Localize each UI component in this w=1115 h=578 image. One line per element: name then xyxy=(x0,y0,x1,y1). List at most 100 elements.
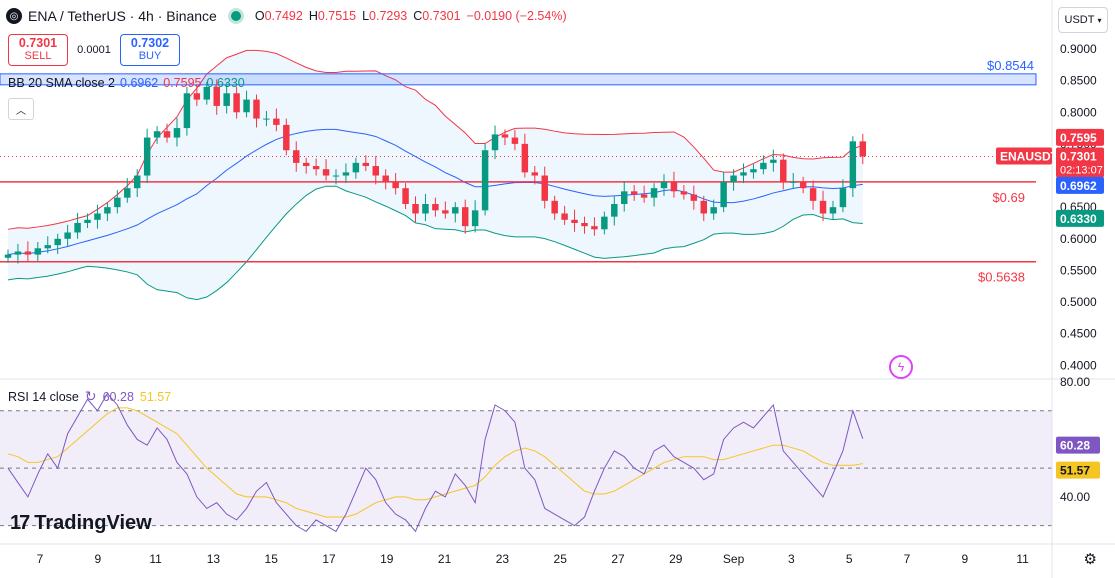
countdown-tag: 02:13:07 xyxy=(1060,165,1103,177)
ena-coin-icon: ◎ xyxy=(6,8,22,24)
candle-body xyxy=(54,238,61,246)
candle-body xyxy=(521,143,529,173)
ohlc-item: −0.0190 (−2.54%) xyxy=(466,9,567,23)
bb-upper-tag-bg xyxy=(1056,128,1104,146)
candle-body xyxy=(74,222,81,233)
y-tick-label: 0.4000 xyxy=(1060,358,1097,372)
candle-body xyxy=(710,207,717,214)
bb-label: BB 20 SMA close 2 xyxy=(8,76,116,90)
resistance-label: $0.8544 xyxy=(987,58,1034,73)
candle-body xyxy=(750,169,757,173)
candle-body xyxy=(422,204,429,214)
currency-label: USDT xyxy=(1064,14,1095,26)
y-tick-label: 0.4500 xyxy=(1060,327,1097,341)
x-tick-label: Sep xyxy=(723,552,745,566)
candle-body xyxy=(263,118,270,120)
bb-upper-tag: 0.7595 xyxy=(1060,131,1097,145)
candle-body xyxy=(611,204,618,217)
candle-body xyxy=(312,166,320,170)
currency-button[interactable]: USDT ▾ xyxy=(1058,7,1108,33)
candle-body xyxy=(442,210,449,214)
rsi-label: RSI 14 close xyxy=(8,389,79,404)
bb-basis-tag-bg xyxy=(1056,176,1104,194)
candle-body xyxy=(163,131,171,138)
ohlc-item: C0.7301 xyxy=(413,9,461,23)
candle-body xyxy=(432,204,439,211)
candle-body xyxy=(253,99,260,119)
candle-body xyxy=(809,188,817,201)
symbol-tag-bg xyxy=(996,147,1052,165)
candle-body xyxy=(84,219,91,223)
collapse-legend-button[interactable]: ︿ xyxy=(8,98,34,120)
ohlc-item: L0.7293 xyxy=(362,9,408,23)
candle-body xyxy=(481,150,489,211)
buy-button[interactable]: 0.7302 BUY xyxy=(120,34,180,66)
candle-body xyxy=(730,175,737,182)
sell-button[interactable]: 0.7301 SELL xyxy=(8,34,68,66)
candle-body xyxy=(849,141,857,189)
x-tick-label: 11 xyxy=(1016,552,1029,566)
candle-body xyxy=(124,188,131,198)
lightning-icon[interactable]: ϟ xyxy=(889,355,913,379)
bb-upper-line xyxy=(7,49,863,230)
x-tick-label: 13 xyxy=(207,552,221,566)
refresh-icon[interactable]: ↻ xyxy=(84,388,97,404)
rsi-ma-tag: 51.57 xyxy=(1060,464,1090,478)
x-tick-label: 25 xyxy=(554,552,568,566)
candle-body xyxy=(461,207,469,227)
candle-body xyxy=(561,213,568,220)
candle-body xyxy=(372,166,379,176)
rsi-y-tick-label: 40.00 xyxy=(1060,490,1090,504)
candle-body xyxy=(24,251,32,255)
gear-icon[interactable]: ⚙ xyxy=(1083,551,1097,568)
trade-panel: 0.7301 SELL 0.0001 0.7302 BUY xyxy=(8,34,180,66)
x-tick-label: 9 xyxy=(961,552,968,566)
ohlc-item: H0.7515 xyxy=(308,9,357,23)
candle-body xyxy=(143,137,151,176)
market-open-icon xyxy=(230,11,241,21)
rsi-ma-line xyxy=(7,407,863,518)
candle-body xyxy=(233,93,240,113)
candle-body xyxy=(243,99,250,113)
candle-body xyxy=(760,162,767,170)
bb-lower-tag-bg xyxy=(1056,209,1104,227)
candle-body xyxy=(44,245,51,249)
bb-lower-value: 0.6330 xyxy=(206,76,245,90)
tradingview-logo[interactable]: 17 TradingView xyxy=(10,512,152,535)
candle-body xyxy=(471,210,479,227)
bollinger-legend[interactable]: BB 20 SMA close 2 0.6962 0.7595 0.6330 xyxy=(8,76,245,90)
candle-body xyxy=(94,213,101,220)
candle-body xyxy=(541,175,548,201)
candle-body xyxy=(104,207,111,214)
x-tick-label: 15 xyxy=(265,552,279,566)
candle-body xyxy=(153,131,161,138)
y-tick-label: 0.5500 xyxy=(1060,263,1097,277)
candle-body xyxy=(362,162,370,167)
bb-basis-line xyxy=(7,128,863,256)
symbol-title[interactable]: ENA / TetherUS · 4h · Binance xyxy=(28,8,217,24)
candle-body xyxy=(690,194,698,201)
ohlc-item: O0.7492 xyxy=(254,9,303,23)
bb-basis-tag: 0.6962 xyxy=(1060,179,1097,193)
candle-body xyxy=(392,181,399,189)
candle-body xyxy=(640,194,648,198)
candle-body xyxy=(839,188,847,208)
x-tick-label: 3 xyxy=(788,552,795,566)
x-tick-label: 17 xyxy=(322,552,336,566)
rsi-band xyxy=(0,410,1052,526)
candle-body xyxy=(770,159,777,163)
candle-body xyxy=(412,204,419,214)
bb-lower-line xyxy=(7,185,863,301)
rsi-legend[interactable]: RSI 14 close ↻ 60.28 51.57 xyxy=(8,388,171,405)
x-tick-label: 19 xyxy=(380,552,394,566)
candle-body xyxy=(183,93,191,129)
candle-body xyxy=(789,181,797,183)
candle-body xyxy=(332,175,340,177)
candle-body xyxy=(799,181,807,189)
candle-body xyxy=(740,172,747,176)
bb-upper-value: 0.7595 xyxy=(163,76,202,90)
rsi-value: 60.28 xyxy=(102,389,134,404)
bb-fill xyxy=(8,50,863,300)
